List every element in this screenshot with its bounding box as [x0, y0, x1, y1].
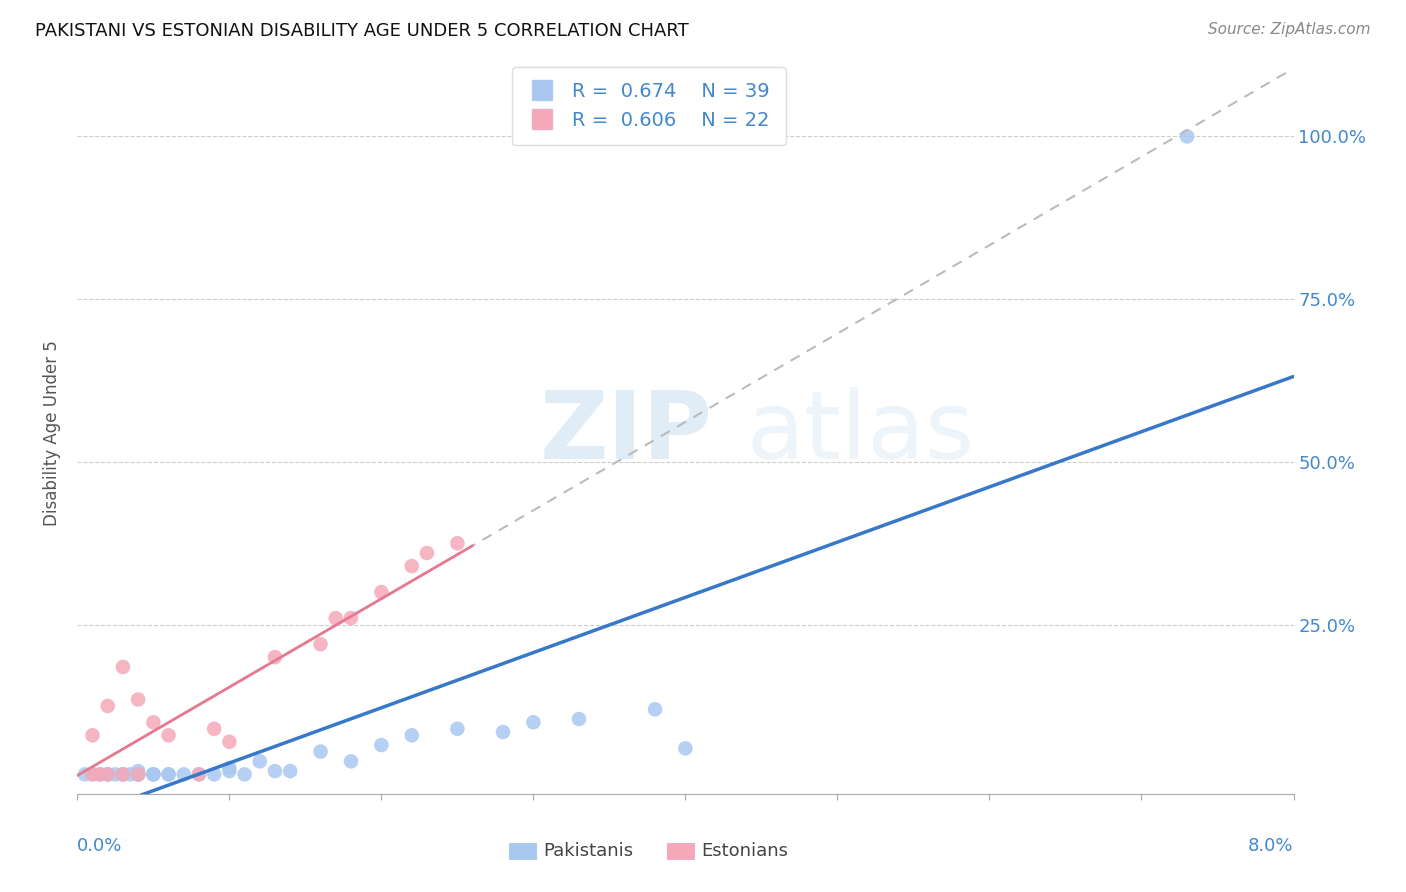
Point	[325, 611, 347, 625]
Point	[492, 725, 515, 739]
Point	[401, 559, 423, 574]
Point	[97, 767, 120, 781]
Point	[264, 650, 287, 665]
Text: 8.0%: 8.0%	[1249, 838, 1294, 855]
Point	[157, 767, 180, 781]
Point	[446, 722, 468, 736]
Point	[249, 755, 271, 769]
Point	[127, 764, 149, 778]
Point	[142, 767, 165, 781]
Point	[127, 767, 149, 781]
Point	[111, 767, 134, 781]
Point	[188, 767, 211, 781]
Point	[127, 692, 149, 706]
Point	[82, 767, 104, 781]
Text: Source: ZipAtlas.com: Source: ZipAtlas.com	[1208, 22, 1371, 37]
Point	[309, 637, 332, 651]
Point	[142, 767, 165, 781]
Text: ZIP: ZIP	[540, 386, 713, 479]
Point	[142, 767, 165, 781]
Point	[1175, 129, 1198, 144]
Y-axis label: Disability Age Under 5: Disability Age Under 5	[44, 340, 62, 525]
Point	[370, 738, 392, 752]
Point	[416, 546, 439, 560]
Point	[401, 728, 423, 742]
Point	[111, 767, 134, 781]
Point	[104, 767, 127, 781]
Point	[309, 745, 332, 759]
Point	[278, 764, 301, 778]
Point	[142, 715, 165, 730]
Point	[89, 767, 111, 781]
Text: atlas: atlas	[747, 386, 974, 479]
Point	[522, 715, 544, 730]
Point	[127, 767, 149, 781]
Point	[264, 764, 287, 778]
Point	[97, 767, 120, 781]
Point	[340, 611, 363, 625]
Point	[568, 712, 591, 726]
Point	[97, 767, 120, 781]
Point	[202, 722, 225, 736]
Point	[173, 767, 195, 781]
Point	[97, 698, 120, 713]
Point	[120, 767, 142, 781]
Text: Estonians: Estonians	[702, 842, 789, 860]
Point	[157, 767, 180, 781]
Point	[202, 767, 225, 781]
Point	[157, 728, 180, 742]
Point	[218, 764, 240, 778]
Point	[340, 755, 363, 769]
Point	[82, 728, 104, 742]
Text: PAKISTANI VS ESTONIAN DISABILITY AGE UNDER 5 CORRELATION CHART: PAKISTANI VS ESTONIAN DISABILITY AGE UND…	[35, 22, 689, 40]
Point	[188, 767, 211, 781]
Point	[111, 767, 134, 781]
Point	[89, 767, 111, 781]
Point	[218, 761, 240, 775]
Bar	[668, 843, 695, 859]
Point	[446, 536, 468, 550]
Point	[82, 767, 104, 781]
Point	[127, 767, 149, 781]
Point	[111, 660, 134, 674]
Point	[73, 767, 96, 781]
Legend: R =  0.674    N = 39, R =  0.606    N = 22: R = 0.674 N = 39, R = 0.606 N = 22	[512, 67, 786, 145]
Point	[675, 741, 697, 756]
Point	[111, 767, 134, 781]
Point	[218, 735, 240, 749]
Point	[127, 767, 149, 781]
Point	[644, 702, 666, 716]
Point	[370, 585, 392, 599]
Bar	[509, 843, 536, 859]
Text: Pakistanis: Pakistanis	[543, 842, 633, 860]
Point	[233, 767, 256, 781]
Text: 0.0%: 0.0%	[77, 838, 122, 855]
